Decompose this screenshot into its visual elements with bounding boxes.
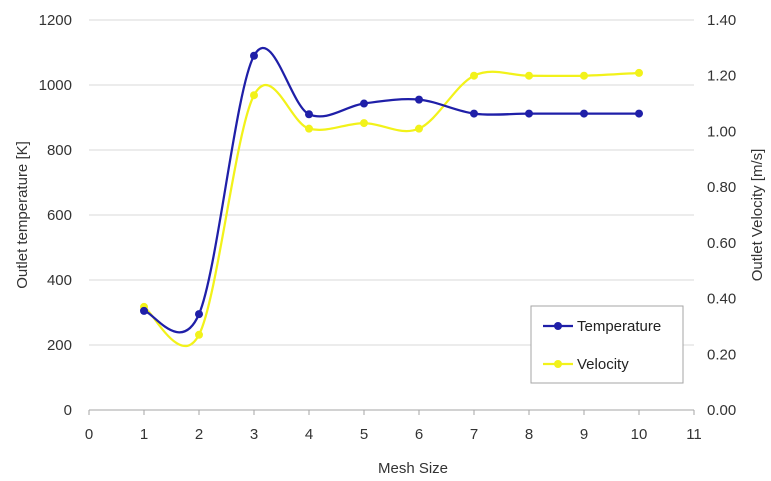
- velocity-data-point: [525, 71, 533, 80]
- y-axis-title: Outlet temperature [K]: [14, 141, 31, 289]
- temperature-data-point: [250, 51, 258, 60]
- legend: Temperature Velocity: [530, 305, 684, 384]
- axis-layer: 0 200 400 600 800 1000 1200 0.00 0.20 0.40 0.60 0.8…: [39, 12, 737, 443]
- velocity-data-point: [635, 68, 643, 77]
- y-tick-label: 800: [47, 142, 72, 159]
- x-tick-label: 5: [360, 426, 368, 443]
- y-tick-label: 0: [64, 402, 72, 419]
- x-tick-label: 10: [631, 426, 648, 443]
- y-tick-label: 600: [47, 207, 72, 224]
- velocity-series-line: [142, 70, 641, 347]
- y-tick-label: 1000: [39, 77, 72, 94]
- legend-temperature-label: Temperature: [577, 318, 661, 335]
- y2-tick-label: 1.40: [707, 12, 736, 29]
- legend-temperature-marker: [554, 322, 562, 330]
- y-tick-label: 200: [47, 337, 72, 354]
- grid-layer: [89, 19, 694, 346]
- temperature-data-point: [635, 109, 643, 118]
- legend-velocity-marker: [554, 360, 562, 368]
- x-tick-label: 9: [580, 426, 588, 443]
- y2-tick-label: 0.00: [707, 402, 736, 419]
- velocity-data-point: [580, 71, 588, 80]
- y2-tick-label: 1.20: [707, 68, 736, 85]
- x-tick-label: 7: [470, 426, 478, 443]
- y-tick-label: 400: [47, 272, 72, 289]
- velocity-data-point: [305, 124, 313, 133]
- x-tick-label: 11: [686, 426, 702, 443]
- velocity-data-point: [415, 124, 423, 133]
- x-tick-label: 1: [140, 426, 148, 443]
- y2-tick-label: 1.00: [707, 123, 736, 140]
- temperature-series-line: [142, 46, 641, 334]
- temperature-data-point: [580, 109, 588, 118]
- temperature-data-point: [305, 110, 313, 119]
- legend-box: [530, 305, 684, 384]
- series-layer: [140, 46, 643, 347]
- x-tick-label: 3: [250, 426, 258, 443]
- x-axis-title: Mesh Size: [378, 460, 448, 477]
- x-tick-label: 6: [415, 426, 423, 443]
- y2-tick-label: 0.80: [707, 179, 736, 196]
- velocity-data-point: [470, 71, 478, 80]
- temperature-data-point: [360, 99, 368, 108]
- y2-tick-label: 0.60: [707, 235, 736, 252]
- y2-tick-label: 0.20: [707, 346, 736, 363]
- temperature-data-point: [470, 109, 478, 118]
- x-tick-label: 8: [525, 426, 533, 443]
- temperature-data-point: [195, 310, 203, 319]
- velocity-data-point: [250, 91, 258, 100]
- legend-velocity-label: Velocity: [577, 356, 629, 373]
- velocity-data-point: [360, 119, 368, 128]
- y-tick-label: 1200: [39, 12, 72, 29]
- temperature-data-point: [525, 109, 533, 118]
- x-tick-label: 0: [85, 426, 93, 443]
- y2-tick-label: 0.40: [707, 291, 736, 308]
- y2-axis-title: Outlet Velocity [m/s]: [749, 149, 766, 282]
- x-tick-label: 2: [195, 426, 203, 443]
- temperature-data-point: [140, 306, 148, 315]
- temperature-data-point: [415, 95, 423, 104]
- x-tick-label: 4: [305, 426, 313, 443]
- velocity-data-point: [195, 330, 203, 339]
